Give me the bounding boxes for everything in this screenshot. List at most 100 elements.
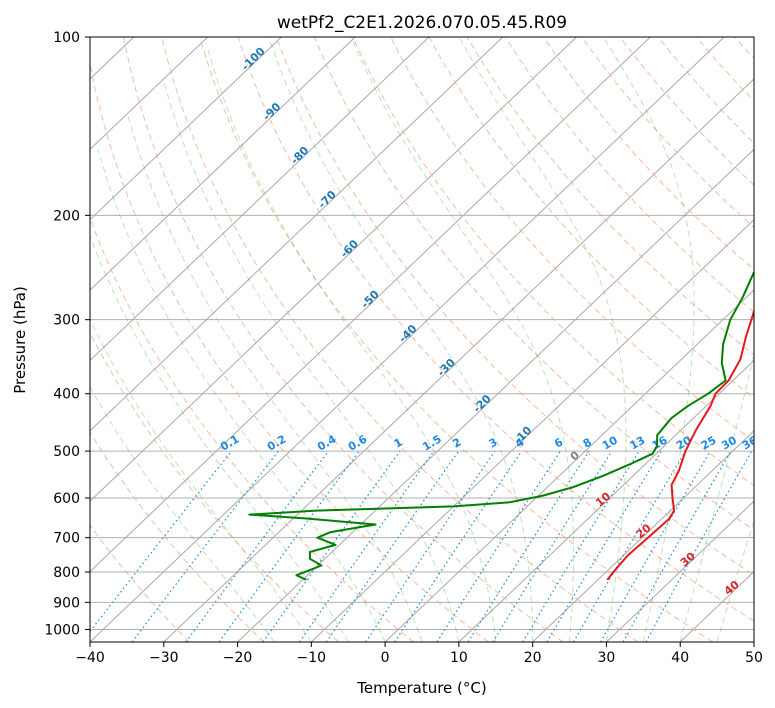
mixing-ratio-label: 1.5 <box>420 433 443 454</box>
isotherm-line <box>310 218 754 642</box>
x-tick-label: 50 <box>745 650 763 666</box>
background-line-labels: 0.1 0.2 0.4 0.6 1 1.5 2 3 4 6 8 10 13 16 20 25 30 36-100-… <box>218 44 760 598</box>
dry-adiabat-line <box>734 37 754 60</box>
y-tick-label: 500 <box>53 444 80 460</box>
x-tick-label: 30 <box>598 650 616 666</box>
moist-adiabat-line <box>679 351 754 642</box>
moist-adiabat-label: 40 <box>722 578 742 598</box>
x-tick-label: 20 <box>524 650 542 666</box>
y-tick-label: 700 <box>53 531 80 547</box>
profile-series <box>248 270 754 581</box>
mixing-ratio-label: 30 <box>719 433 739 452</box>
isotherm-label: -40 <box>396 322 419 345</box>
moist-adiabat-label: 20 <box>634 521 654 541</box>
moist-adiabat-line <box>350 37 575 642</box>
mixing-ratio-label: 0.1 <box>218 433 241 454</box>
background-lines <box>90 37 754 642</box>
isotherm-line <box>90 37 651 573</box>
mixing-ratio-line <box>394 450 523 642</box>
dry-adiabat-line <box>237 37 754 622</box>
mixing-ratio-label: 20 <box>674 433 694 452</box>
dry-adiabat-line <box>123 37 564 642</box>
isotherm-line <box>532 430 754 642</box>
isotherm-label: -60 <box>338 237 361 260</box>
y-tick-label: 400 <box>53 387 80 403</box>
moist-adiabat-line <box>90 234 349 642</box>
dry-adiabat-line <box>90 61 489 642</box>
moist-adiabat-line <box>268 37 534 642</box>
x-tick-label: 10 <box>450 650 468 666</box>
isotherm-line <box>90 37 430 362</box>
x-tick-label: −30 <box>149 650 179 666</box>
isotherm-label: -90 <box>260 100 283 123</box>
isotherm-label: -80 <box>288 144 311 167</box>
mixing-ratio-line <box>218 450 360 642</box>
isotherm-line <box>163 78 754 642</box>
isotherm-line <box>90 37 504 432</box>
mixing-ratio-label: 36 <box>740 433 760 452</box>
isotherm-label: -20 <box>471 392 494 415</box>
isotherm-line <box>90 37 577 502</box>
isotherm-line <box>606 500 754 642</box>
isotherm-line <box>458 359 754 642</box>
isotherm-line <box>90 37 209 150</box>
moist-adiabat-line <box>90 318 312 642</box>
x-tick-label: −10 <box>297 650 327 666</box>
isotherm-line <box>90 37 725 642</box>
mixing-ratio-label: 2 <box>450 436 463 451</box>
y-tick-label: 800 <box>53 565 80 581</box>
dry-adiabat-line <box>619 37 754 186</box>
mixing-ratio-line <box>546 450 662 642</box>
y-tick-label: 300 <box>53 313 80 329</box>
moist-adiabat-line <box>127 114 423 642</box>
dry-adiabat-line <box>504 37 754 313</box>
y-axis: 100 200 300 400 500 600 700 800 900 1000 <box>44 30 90 638</box>
isotherm-line <box>90 37 356 291</box>
moist-adiabat-line <box>603 37 695 642</box>
dry-adiabat-line <box>90 331 339 642</box>
mixing-ratio-label: 16 <box>650 433 670 452</box>
y-tick-label: 900 <box>53 595 80 611</box>
x-tick-label: 0 <box>381 650 390 666</box>
isotherm-line <box>753 641 754 642</box>
dry-adiabat-line <box>543 37 754 271</box>
grid-layer <box>0 37 754 642</box>
moist-adiabat-line <box>97 149 386 642</box>
isotherm-label: -100 <box>239 44 268 73</box>
isotherm-label: -70 <box>316 188 339 211</box>
chart-title: wetPf2_C2E1.2026.070.05.45.R09 <box>277 13 567 33</box>
moist-adiabat-line <box>164 83 460 642</box>
y-tick-label: 200 <box>53 208 80 224</box>
moist-adiabat-line <box>207 49 497 642</box>
mixing-ratio-label: 0.4 <box>315 432 339 453</box>
temperature-profile-line <box>606 307 754 581</box>
y-tick-label: 1000 <box>44 622 80 638</box>
isotherm-line <box>237 148 754 642</box>
dry-adiabat-line <box>390 37 754 443</box>
mixing-ratio-line <box>90 450 232 633</box>
dewpoint-profile-line <box>248 270 754 581</box>
dry-adiabat-line <box>90 216 414 642</box>
dry-adiabat-line <box>275 37 754 576</box>
dry-adiabat-line <box>313 37 754 531</box>
isotherm-line <box>679 570 754 642</box>
y-tick-label: 100 <box>53 30 80 46</box>
dry-adiabat-line <box>428 37 754 399</box>
dry-adiabat-line <box>161 37 639 642</box>
mixing-ratio-label: 10 <box>600 433 620 452</box>
mixing-ratio-label: 0.2 <box>265 433 288 454</box>
mixing-ratio-line <box>572 450 687 642</box>
dry-adiabat-line <box>657 37 754 144</box>
moist-adiabat-label: 30 <box>678 549 698 569</box>
mixing-ratio-line <box>522 450 640 642</box>
dry-adiabat-line <box>352 37 754 487</box>
isotherm-label: -50 <box>359 288 382 311</box>
mixing-ratio-line <box>299 450 435 642</box>
mixing-ratio-label: 25 <box>699 434 719 453</box>
mixing-ratio-line <box>131 450 279 642</box>
mixing-ratio-line <box>492 450 613 642</box>
moist-adiabat-line <box>458 37 627 642</box>
isotherm-line <box>0 37 60 642</box>
isotherm-line <box>384 289 754 642</box>
